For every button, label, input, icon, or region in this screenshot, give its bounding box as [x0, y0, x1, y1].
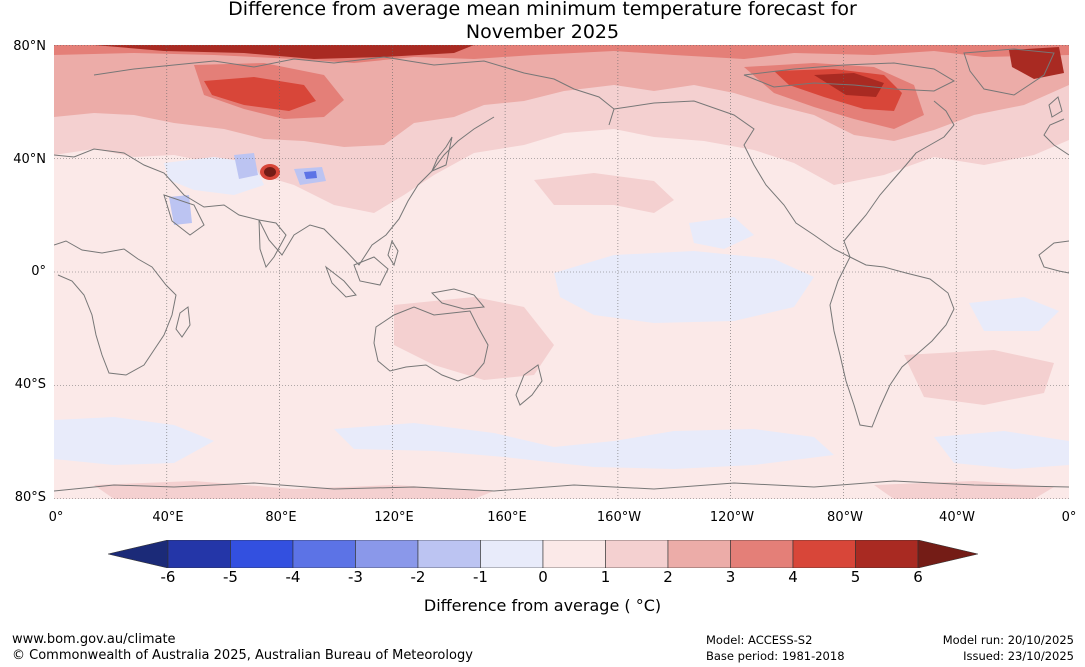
anomaly-region: [304, 171, 317, 179]
lon-label: 40°E: [152, 510, 184, 525]
coastline-south-america: [829, 256, 955, 428]
footer-model: Model: ACCESS-S2: [706, 633, 813, 647]
colorbar: [108, 540, 978, 568]
map-canvas: [54, 45, 1069, 499]
footer-website: www.bom.gov.au/climate: [12, 632, 176, 647]
coastline-west-africa-east: [1038, 240, 1069, 274]
colorbar-extend-low: [108, 540, 169, 568]
colorbar-bin: [667, 540, 731, 568]
colorbar-extend-high: [917, 540, 978, 568]
coastline-europe-west: [1043, 118, 1069, 156]
colorbar-bin: [480, 540, 544, 568]
colorbar-bins: [167, 540, 919, 568]
lat-label-80s: 80°S: [14, 490, 46, 505]
coastline-greenland: [963, 48, 1055, 96]
anomaly-region: [94, 45, 474, 59]
coastline-canadian-arctic: [743, 62, 956, 92]
coastline-africa: [54, 240, 177, 376]
footer-base-period: Base period: 1981-2018: [706, 649, 845, 663]
colorbar-bin: [855, 540, 919, 568]
lat-label-40s: 40°S: [14, 377, 46, 392]
forecast-map: [54, 45, 1069, 499]
coastline-arctic-eurasia: [93, 56, 615, 126]
colorbar-bin: [417, 540, 481, 568]
coastline-borneo: [353, 256, 389, 286]
anomaly-region: [394, 297, 554, 380]
coastline-arabia: [163, 194, 205, 236]
footer-model-run: Model run: 20/10/2025: [942, 633, 1074, 647]
anomaly-region: [534, 173, 674, 213]
colorbar-tick-label: -4: [285, 568, 301, 586]
coastline-eurasia-south: [54, 116, 495, 266]
lon-label: 160°W: [596, 510, 642, 525]
coastline-australia: [373, 306, 489, 382]
lon-label: 160°E: [487, 510, 527, 525]
anomaly-region: [264, 167, 276, 177]
colorbar-tick-label: 1: [600, 568, 611, 586]
coastline-antarctica: [54, 480, 1069, 492]
colorbar-bin: [605, 540, 669, 568]
colorbar-bin: [230, 540, 294, 568]
colorbar-title: Difference from average ( °C): [423, 596, 662, 615]
anomaly-region: [1009, 47, 1064, 79]
lat-label-40n: 40°N: [13, 152, 46, 167]
coastline-uk: [1048, 96, 1063, 118]
colorbar-bin: [542, 540, 606, 568]
lon-label: 40°W: [939, 510, 975, 525]
coastline-india: [258, 219, 287, 269]
anomaly-region: [169, 195, 192, 225]
anomaly-region: [969, 297, 1059, 331]
colorbar-tick-label: -3: [348, 568, 363, 586]
lon-label: 80°E: [265, 510, 297, 525]
title-line-2: November 2025: [465, 21, 620, 43]
colorbar-tick-label: 4: [788, 568, 798, 586]
colorbar-bin: [167, 540, 231, 568]
coastline-sumatra: [324, 265, 357, 298]
coastlines: [54, 48, 1069, 492]
lon-label: 120°E: [374, 510, 414, 525]
lon-label: 0°: [1061, 510, 1077, 525]
colorbar-tick-label: -2: [410, 568, 426, 586]
graticule: [54, 45, 1069, 499]
colorbar-bin: [730, 540, 794, 568]
chart-title: Difference from average mean minimum tem…: [0, 0, 1085, 44]
anomaly-region: [54, 417, 214, 465]
colorbar-tick-label: 6: [913, 568, 923, 586]
colorbar-tick-label: 0: [538, 568, 548, 586]
coastline-new-zealand: [515, 364, 543, 406]
anomaly-region: [904, 350, 1054, 405]
anomaly-fills: [54, 45, 1069, 499]
lat-label-80n: 80°N: [13, 39, 46, 54]
lon-label: 0°: [48, 510, 64, 525]
title-line-1: Difference from average mean minimum tem…: [228, 0, 857, 20]
anomaly-region: [689, 217, 754, 249]
footer-copyright: © Commonwealth of Australia 2025, Austra…: [12, 648, 473, 663]
anomaly-region: [934, 431, 1069, 469]
colorbar-tick-label: 3: [725, 568, 736, 586]
colorbar-tick-label: 5: [850, 568, 861, 586]
coastline-new-guinea: [430, 288, 485, 310]
footer-issued: Issued: 23/10/2025: [963, 649, 1074, 663]
colorbar-bin: [355, 540, 419, 568]
colorbar-tick-label: -1: [473, 568, 488, 586]
colorbar-bin: [292, 540, 356, 568]
anomaly-region: [204, 77, 316, 111]
coastline-japan: [431, 136, 453, 172]
colorbar-tick-label: -5: [223, 568, 238, 586]
colorbar-tick-label: -6: [160, 568, 176, 586]
anomaly-region: [334, 423, 834, 469]
lon-label: 120°W: [709, 510, 755, 525]
colorbar-tick-label: 2: [663, 568, 673, 586]
lon-label: 80°W: [827, 510, 863, 525]
colorbar-bin: [792, 540, 856, 568]
anomaly-region: [234, 153, 258, 179]
anomaly-region: [554, 251, 814, 323]
coastline-philippines: [387, 239, 399, 267]
lat-label-equator: 0°: [31, 264, 46, 279]
coastline-madagascar: [175, 306, 191, 338]
